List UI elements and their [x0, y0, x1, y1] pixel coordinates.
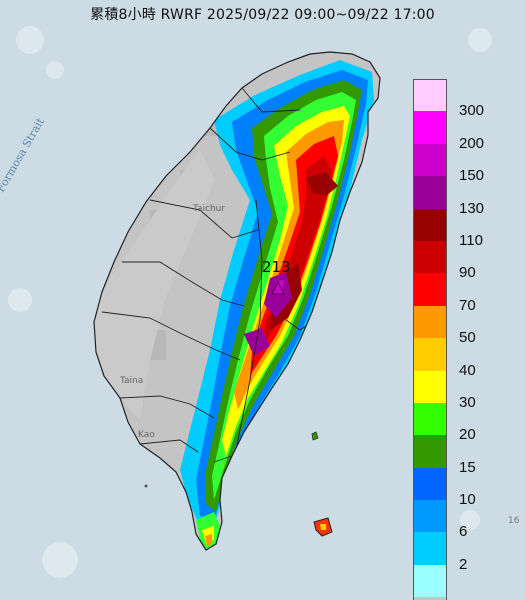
legend-swatch	[413, 597, 447, 600]
city-label-taichung: Taichur	[193, 204, 226, 214]
legend-swatch	[413, 532, 447, 565]
legend-swatch	[413, 305, 447, 339]
legend-swatch	[413, 208, 447, 241]
legend-label: 6	[459, 523, 468, 541]
rainfall-legend: 300 200 150 130 110 90 70 50 40 30 20 15 10 6 21	[413, 79, 508, 600]
legend-label: 50	[459, 329, 476, 347]
legend-swatch	[413, 564, 447, 598]
legend-swatch	[413, 467, 447, 501]
legend-swatch	[413, 240, 447, 274]
legend-row: 300	[413, 79, 508, 119]
legend-label: 110	[459, 231, 483, 249]
legend-label: 70	[459, 296, 476, 314]
legend-label: 90	[459, 264, 476, 282]
legend-swatch	[413, 402, 447, 436]
legend-label: 200	[459, 134, 485, 152]
map-title: 累積8小時 RWRF 2025/09/22 09:00~09/22 17:00	[90, 7, 435, 23]
legend-label: 2	[459, 555, 468, 573]
legend-row: 130	[413, 176, 508, 217]
legend-label: 150	[459, 167, 485, 185]
legend-swatch	[413, 435, 447, 468]
peak-value-label: 213	[262, 258, 291, 276]
legend-row: 150	[413, 143, 508, 184]
legend-row: 15	[413, 435, 508, 476]
legend-row: 40	[413, 338, 508, 379]
legend-row: 1	[413, 564, 508, 598]
legend-label: 300	[459, 102, 485, 120]
legend-label: 30	[459, 393, 476, 411]
legend-row: 50	[413, 305, 508, 346]
legend-swatch	[413, 370, 447, 403]
legend-row: 70	[413, 273, 508, 314]
legend-row: 200	[413, 111, 508, 152]
legend-label: 40	[459, 361, 476, 379]
legend-row: 30	[413, 370, 508, 411]
legend-label: 20	[459, 426, 476, 444]
legend-row: 110	[413, 208, 508, 249]
legend-label: 130	[459, 199, 485, 217]
legend-label: 10	[459, 491, 476, 509]
legend-swatch	[413, 500, 447, 533]
city-label-kaohsiung: Kao	[138, 430, 155, 440]
legend-row: 90	[413, 240, 508, 281]
legend-row: 2	[413, 532, 508, 573]
legend-swatch	[413, 338, 447, 371]
legend-swatch	[413, 176, 447, 209]
legend-label: 15	[459, 458, 476, 476]
legend-swatch	[413, 273, 447, 306]
legend-swatch	[413, 111, 447, 144]
legend-row	[413, 597, 508, 600]
legend-row: 6	[413, 500, 508, 540]
city-label-tainan: Taina	[120, 376, 144, 386]
edge-label: 16	[508, 516, 520, 526]
peak-marker-icon	[271, 280, 285, 295]
legend-swatch	[413, 79, 447, 112]
legend-row: 20	[413, 402, 508, 443]
legend-swatch	[413, 143, 447, 177]
legend-row: 10	[413, 467, 508, 508]
